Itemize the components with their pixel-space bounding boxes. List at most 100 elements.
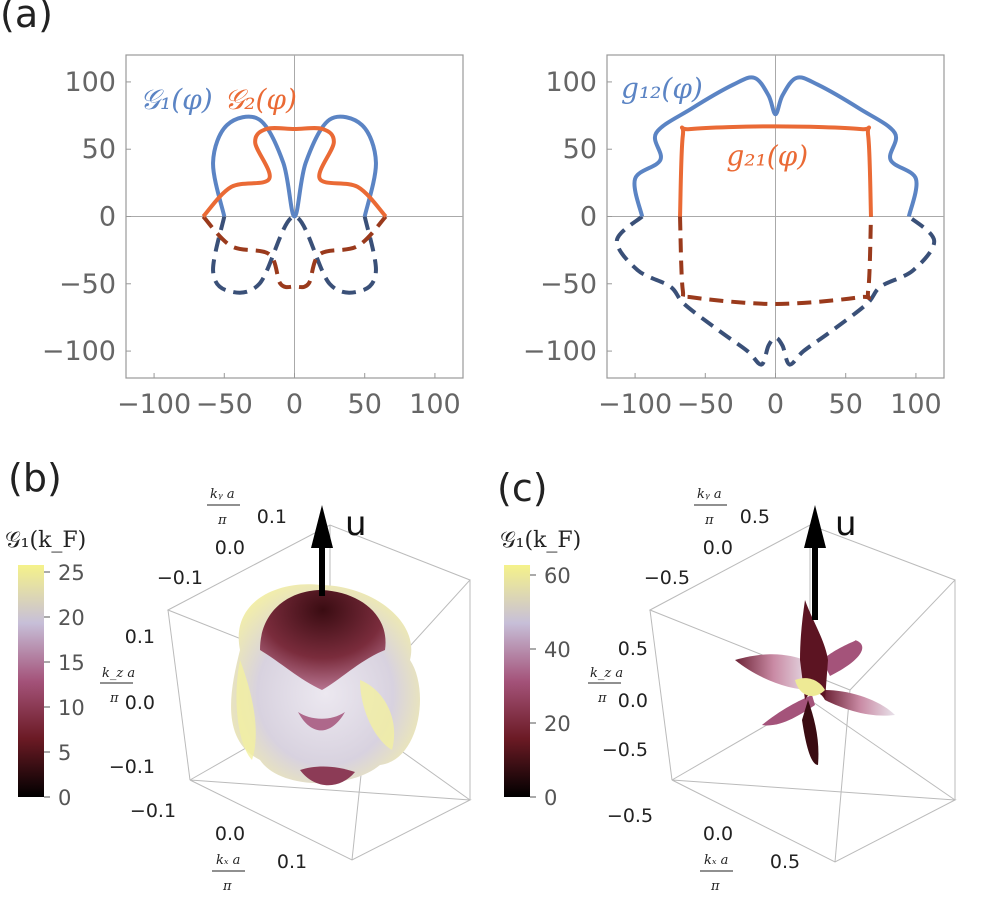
svg-text:k_z a: k_z a xyxy=(102,666,135,681)
colorbar-tick-label: 60 xyxy=(544,564,571,588)
dashed-series-0 xyxy=(211,214,378,295)
panel-c-ky-label: kᵧ a π xyxy=(694,487,727,528)
panel-b-axis-ticks: 0.1 0.0 −0.1 0.1 0.0 −0.1 −0.1 0.0 0.1 xyxy=(109,506,307,873)
svg-text:kᵧ a: kᵧ a xyxy=(697,487,722,502)
axis-tick-label: 0.0 xyxy=(215,823,245,845)
axis-tick-label: 0.1 xyxy=(277,851,307,873)
series-label-1: 𝒢₂(φ) xyxy=(224,83,297,116)
y-tick-label: 0 xyxy=(580,202,597,233)
y-tick-label: −50 xyxy=(540,269,597,300)
axis-tick-label: 0.0 xyxy=(618,690,648,712)
panel-c-colorbar-title: 𝒢₁(k_F) xyxy=(500,528,581,553)
series-line-1 xyxy=(201,126,388,218)
axis-tick-label: 0.5 xyxy=(618,638,648,660)
panel-b-3d: u 𝒢₁(k_F) 25 20 15 10 5 0 kᵧ a π k_z a π kₓ a… xyxy=(5,487,472,894)
panel-b-kz-label: k_z a π xyxy=(100,666,135,706)
svg-text:kₓ a: kₓ a xyxy=(704,853,728,868)
y-tick-label: −50 xyxy=(59,269,116,300)
svg-text:π: π xyxy=(222,879,232,894)
x-tick-label: 0 xyxy=(286,389,303,420)
y-tick-label: −100 xyxy=(42,336,116,367)
x-tick-label: 0 xyxy=(767,389,784,420)
axis-tick-label: −0.5 xyxy=(602,739,648,761)
panel-b-label: (b) xyxy=(8,456,62,500)
colorbar-tick-label: 25 xyxy=(58,561,85,585)
series-line-0 xyxy=(211,114,378,219)
colorbar-tick-label: 40 xyxy=(544,638,571,662)
x-tick-label: −100 xyxy=(598,389,672,420)
panel-a-label: (a) xyxy=(0,0,53,36)
panel-c-colorbar xyxy=(504,565,530,797)
series-line-0 xyxy=(632,75,919,217)
y-tick-label: 100 xyxy=(64,67,116,98)
svg-text:π: π xyxy=(704,513,714,528)
axis-tick-label: −0.1 xyxy=(130,800,176,822)
panel-c-surface xyxy=(735,600,895,765)
panel-b-ky-label: kᵧ a π xyxy=(207,487,240,528)
axis-tick-label: 0.0 xyxy=(215,537,245,559)
svg-text:kᵧ a: kᵧ a xyxy=(210,487,235,502)
panel-c-kz-label: k_z a π xyxy=(588,666,623,706)
x-tick-label: 50 xyxy=(829,389,863,420)
axis-tick-label: −0.5 xyxy=(607,805,653,827)
colorbar-tick-label: 20 xyxy=(544,712,571,736)
axis-tick-label: −0.1 xyxy=(109,756,155,778)
axis-tick-label: 0.0 xyxy=(703,823,733,845)
panel-b-u-label: u xyxy=(345,504,367,544)
svg-text:π: π xyxy=(710,879,720,894)
svg-text:π: π xyxy=(217,513,227,528)
panel-c-box xyxy=(648,524,957,863)
dashed-series-1 xyxy=(678,216,873,306)
axis-tick-label: 0.1 xyxy=(125,626,155,648)
svg-text:k_z a: k_z a xyxy=(590,666,623,681)
series-label-0: 𝒢₁(φ) xyxy=(140,83,213,116)
axis-tick-label: 0.5 xyxy=(740,506,770,528)
series-label-0: g₁₂(φ) xyxy=(621,72,703,105)
x-tick-label: 50 xyxy=(348,389,382,420)
x-tick-label: −100 xyxy=(117,389,191,420)
panel-c-arrowhead xyxy=(804,505,826,548)
y-tick-label: 50 xyxy=(82,134,116,165)
panel-b-kx-label: kₓ a π xyxy=(212,853,245,894)
axis-tick-label: 0.0 xyxy=(125,692,155,714)
svg-text:kₓ a: kₓ a xyxy=(216,853,240,868)
axis-tick-label: −0.5 xyxy=(644,567,690,589)
x-tick-label: −50 xyxy=(677,389,734,420)
axis-tick-label: 0.1 xyxy=(257,506,287,528)
panel-c-axis-ticks: 0.5 0.0 −0.5 0.5 0.0 −0.5 −0.5 0.0 0.5 xyxy=(602,506,800,873)
y-tick-label: 0 xyxy=(99,202,116,233)
panel-b-arrowhead xyxy=(311,505,333,548)
x-tick-label: 100 xyxy=(890,389,942,420)
colorbar-tick-label: 5 xyxy=(58,741,71,765)
y-tick-label: 100 xyxy=(545,67,597,98)
axis-tick-label: −0.1 xyxy=(157,567,203,589)
colorbar-tick-label: 10 xyxy=(58,696,85,720)
panel-b-colorbar xyxy=(18,565,44,797)
axis-tick-label: 0.5 xyxy=(770,851,800,873)
colorbar-tick-label: 15 xyxy=(58,651,85,675)
panel-c-u-label: u xyxy=(835,504,857,544)
x-tick-label: −50 xyxy=(196,389,253,420)
panel-c-colorbar-ticks: 60 40 20 0 xyxy=(530,564,571,810)
colorbar-tick-label: 20 xyxy=(58,606,85,630)
panel-c-kx-label: kₓ a π xyxy=(700,853,733,894)
y-tick-label: 50 xyxy=(563,134,597,165)
colorbar-tick-label: 0 xyxy=(544,786,557,810)
series-label-1: g₂₁(φ) xyxy=(726,139,808,172)
svg-text:π: π xyxy=(109,691,119,706)
dashed-series-1 xyxy=(201,215,388,290)
x-tick-label: 100 xyxy=(409,389,461,420)
panel-b-bottom-lobe xyxy=(300,766,355,786)
panel-b-top-lobe xyxy=(260,590,386,690)
axis-tick-label: 0.0 xyxy=(703,537,733,559)
panel-b-colorbar-ticks: 25 20 15 10 5 0 xyxy=(44,561,85,810)
y-tick-label: −100 xyxy=(523,336,597,367)
panel-b-colorbar-title: 𝒢₁(k_F) xyxy=(5,528,86,553)
svg-text:π: π xyxy=(597,691,607,706)
colorbar-tick-label: 0 xyxy=(58,786,71,810)
